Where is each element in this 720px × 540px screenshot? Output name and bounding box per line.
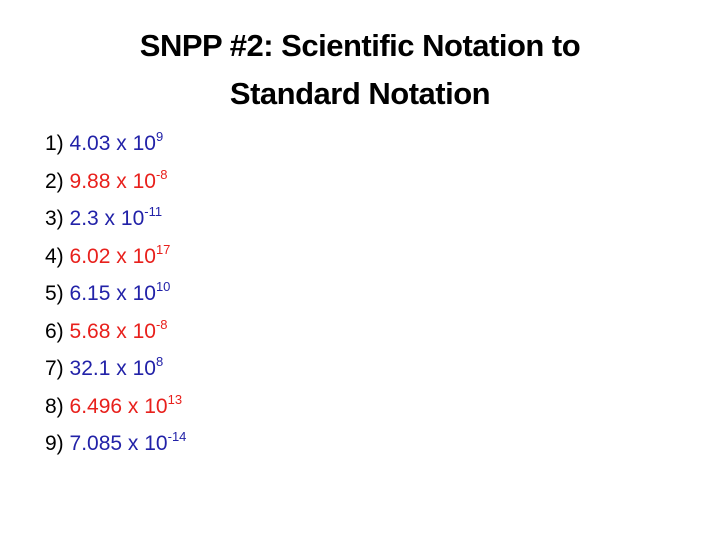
problem: 1) 4.03 x 109 bbox=[45, 125, 186, 163]
mantissa: 4.03 x 10 bbox=[69, 132, 156, 155]
exponent: -8 bbox=[155, 316, 168, 332]
exponent: 10 bbox=[155, 279, 171, 294]
expression: 9.88 x 10-8 bbox=[69, 166, 168, 193]
expression: 2.3 x 10-11 bbox=[69, 204, 163, 230]
mantissa: 6.15 x 10 bbox=[69, 282, 156, 305]
expression: 6.02 x 1017 bbox=[69, 241, 171, 268]
problem-number: 2) bbox=[45, 169, 64, 193]
expression: 4.03 x 109 bbox=[69, 129, 164, 155]
title-line: SNPP #2: Scientific Notation to bbox=[139, 28, 581, 63]
title-line: Standard Notation bbox=[229, 76, 491, 111]
problem: 9) 7.085 x 10-14 bbox=[45, 425, 186, 463]
exponent: 17 bbox=[155, 241, 171, 257]
mantissa: 5.68 x 10 bbox=[69, 319, 156, 343]
problem-number: 4) bbox=[45, 244, 64, 268]
expression: 5.68 x 10-8 bbox=[69, 316, 168, 343]
mantissa: 2.3 x 10 bbox=[69, 207, 145, 230]
slide-title: SNPP #2: Scientific Notation to Standard … bbox=[0, 22, 720, 118]
problem-number: 1) bbox=[45, 132, 64, 155]
problem: 7) 32.1 x 108 bbox=[45, 350, 186, 388]
problem-number: 7) bbox=[45, 357, 64, 380]
problem-number: 6) bbox=[45, 319, 64, 343]
problem: 6) 5.68 x 10-8 bbox=[45, 313, 186, 351]
mantissa: 7.085 x 10 bbox=[69, 432, 168, 455]
problem-list: 1) 4.03 x 109 2) 9.88 x 10-8 3) 2.3 x 10-1… bbox=[45, 125, 186, 463]
exponent: -11 bbox=[144, 204, 163, 219]
problem: 3) 2.3 x 10-11 bbox=[45, 200, 186, 238]
expression: 7.085 x 10-14 bbox=[69, 429, 187, 455]
exponent: -14 bbox=[167, 429, 187, 444]
exponent: -8 bbox=[155, 166, 168, 182]
problem-number: 3) bbox=[45, 207, 64, 230]
expression: 6.496 x 1013 bbox=[69, 391, 183, 418]
problem: 5) 6.15 x 1010 bbox=[45, 275, 186, 313]
mantissa: 6.496 x 10 bbox=[69, 394, 168, 418]
problem: 8) 6.496 x 1013 bbox=[45, 388, 186, 426]
exponent: 13 bbox=[167, 391, 183, 407]
mantissa: 32.1 x 10 bbox=[69, 357, 156, 380]
mantissa: 6.02 x 10 bbox=[69, 244, 156, 268]
exponent: 9 bbox=[155, 129, 164, 144]
problem-number: 5) bbox=[45, 282, 64, 305]
problem-number: 9) bbox=[45, 432, 64, 455]
problem: 4) 6.02 x 1017 bbox=[45, 238, 186, 276]
exponent: 8 bbox=[155, 354, 164, 369]
mantissa: 9.88 x 10 bbox=[69, 169, 156, 193]
problem: 2) 9.88 x 10-8 bbox=[45, 163, 186, 201]
expression: 6.15 x 1010 bbox=[69, 279, 171, 305]
expression: 32.1 x 108 bbox=[69, 354, 164, 380]
problem-number: 8) bbox=[45, 394, 64, 418]
